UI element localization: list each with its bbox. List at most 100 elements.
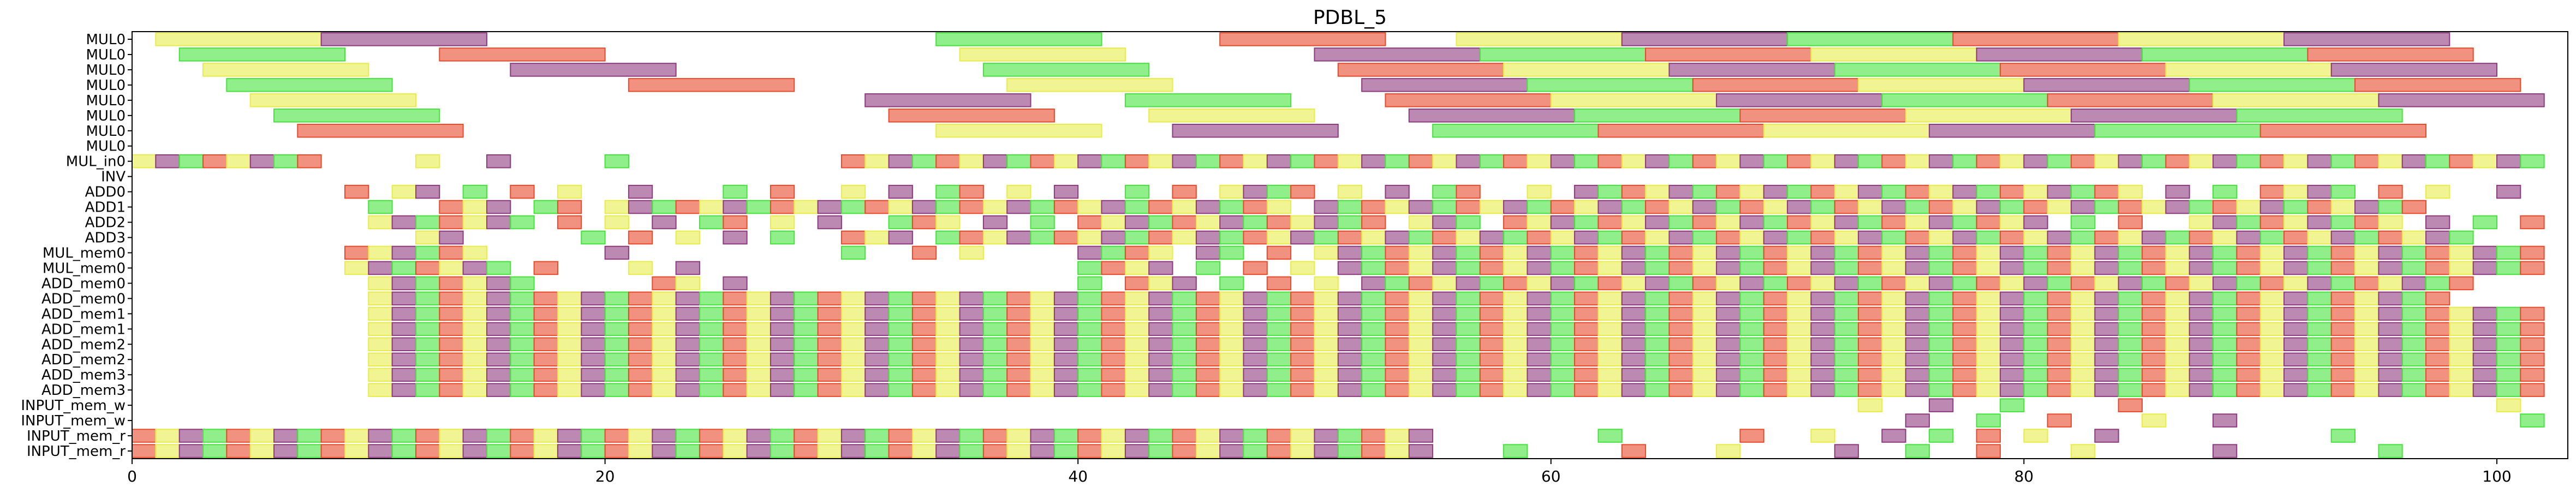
task-bar-add0 (391, 184, 416, 199)
task-bar-add-mem0 (1787, 276, 1812, 291)
task-bar-add2 (911, 215, 937, 230)
task-bar-add3 (1739, 230, 1764, 245)
task-bar-add-mem2 (2142, 352, 2167, 366)
task-bar-mul-mem0 (2094, 261, 2119, 275)
task-bar-mul-mem0 (2189, 245, 2214, 260)
task-bar-add-mem3 (533, 368, 558, 382)
task-bar-add-mem3 (1385, 383, 1410, 397)
task-bar-add-mem3 (1621, 383, 1647, 397)
task-bar-mul-in0 (249, 154, 275, 169)
task-bar-add-mem1 (2283, 306, 2309, 321)
task-bar-mul-mem0 (1408, 261, 1434, 275)
task-bar-add-mem3 (770, 383, 795, 397)
task-bar-add-mem1 (2236, 322, 2261, 336)
task-bar-mul-in0 (1645, 154, 1670, 169)
task-bar-add-mem0 (1077, 291, 1102, 306)
task-bar-add-mem1 (2449, 306, 2474, 321)
task-bar-add-mem3 (1408, 383, 1434, 397)
task-bar-mul0 (1787, 32, 1954, 46)
task-bar-add1 (1526, 200, 1552, 214)
task-bar-add3 (1716, 230, 1741, 245)
task-bar-add-mem1 (982, 306, 1008, 321)
task-bar-add3 (2283, 230, 2309, 245)
task-bar-add-mem0 (415, 276, 440, 291)
task-bar-add3 (1905, 230, 1930, 245)
task-bar-input-mem-r (391, 444, 416, 458)
task-bar-add-mem1 (1929, 306, 1954, 321)
task-bar-add-mem0 (1408, 276, 1434, 291)
task-bar-mul-in0 (2236, 154, 2261, 169)
task-bar-add2 (2425, 215, 2450, 230)
task-bar-add-mem2 (604, 352, 629, 366)
task-bar-add-mem0 (2354, 291, 2380, 306)
task-bar-add-mem0 (935, 291, 961, 306)
task-bar-mul-in0 (1124, 154, 1150, 169)
task-bar-input-mem-r (1290, 429, 1315, 443)
task-bar-add-mem1 (1172, 322, 1197, 336)
task-bar-mul-in0 (2094, 154, 2119, 169)
task-bar-add3 (1692, 230, 1718, 245)
task-bar-add-mem1 (2071, 306, 2096, 321)
task-bar-add-mem0 (840, 291, 866, 306)
task-bar-add-mem2 (2118, 352, 2143, 366)
task-bar-add3 (2307, 230, 2332, 245)
task-bar-mul-in0 (1385, 154, 1410, 169)
task-bar-add1 (1219, 200, 1244, 214)
task-bar-add3 (1006, 230, 1031, 245)
task-bar-input-mem-w (2047, 413, 2072, 428)
task-bar-add-mem2 (888, 337, 913, 351)
task-bar-mul-mem0 (2354, 261, 2380, 275)
task-bar-add-mem2 (1432, 352, 1457, 366)
task-bar-add-mem3 (2000, 368, 2025, 382)
task-bar-add-mem0 (1172, 276, 1197, 291)
task-bar-mul-mem0 (1337, 261, 1363, 275)
task-bar-add-mem1 (1692, 322, 1718, 336)
task-bar-mul-in0 (2401, 154, 2427, 169)
task-bar-add-mem1 (1219, 306, 1244, 321)
task-bar-add-mem2 (2189, 337, 2214, 351)
task-bar-add-mem2 (1479, 352, 1505, 366)
x-tick-label: 100 (2482, 467, 2511, 485)
task-bar-mul-mem0 (1692, 261, 1718, 275)
task-bar-add-mem2 (2259, 352, 2285, 366)
task-bar-add-mem2 (2330, 337, 2356, 351)
task-bar-add-mem3 (1172, 368, 1197, 382)
task-bar-add-mem3 (415, 383, 440, 397)
task-bar-add-mem2 (1053, 352, 1079, 366)
task-bar-add3 (1243, 230, 1268, 245)
task-bar-add-mem1 (1290, 322, 1315, 336)
task-bar-input-mem-r (226, 429, 251, 443)
task-bar-add-mem1 (1314, 322, 1339, 336)
task-bar-add2 (1881, 215, 1906, 230)
task-bar-input-mem-w (2118, 398, 2143, 412)
task-bar-add3 (2378, 230, 2403, 245)
task-bar-add-mem0 (1314, 276, 1339, 291)
task-bar-add2 (2213, 215, 2238, 230)
y-tick-label: MUL0 (86, 32, 126, 48)
task-bar-input-mem-r (1361, 429, 1386, 443)
task-bar-mul-in0 (888, 154, 913, 169)
task-bar-add-mem2 (1763, 352, 1788, 366)
task-bar-add-mem2 (2520, 337, 2545, 351)
task-bar-add-mem3 (864, 383, 890, 397)
task-bar-mul-in0 (1266, 154, 1292, 169)
task-bar-add-mem1 (1526, 322, 1552, 336)
task-bar-mul0 (1834, 63, 2001, 77)
task-bar-add-mem1 (2165, 322, 2190, 336)
task-bar-add-mem2 (1574, 352, 1599, 366)
task-bar-add-mem3 (1195, 383, 1221, 397)
task-bar-add-mem1 (675, 306, 700, 321)
task-bar-add-mem2 (415, 352, 440, 366)
task-bar-input-mem-r (628, 444, 653, 458)
task-bar-mul-in0 (1692, 154, 1718, 169)
plot-frame (132, 31, 2568, 459)
task-bar-add1 (2142, 200, 2167, 214)
task-bar-mul0 (2330, 63, 2498, 77)
task-bar-add-mem3 (1810, 383, 1835, 397)
task-bar-mul-mem0 (2000, 245, 2025, 260)
task-bar-add-mem2 (1337, 337, 1363, 351)
task-bar-add3 (1432, 230, 1457, 245)
task-bar-input-mem-r (1148, 444, 1173, 458)
task-bar-add2 (1858, 215, 1883, 230)
task-bar-add0 (462, 184, 487, 199)
